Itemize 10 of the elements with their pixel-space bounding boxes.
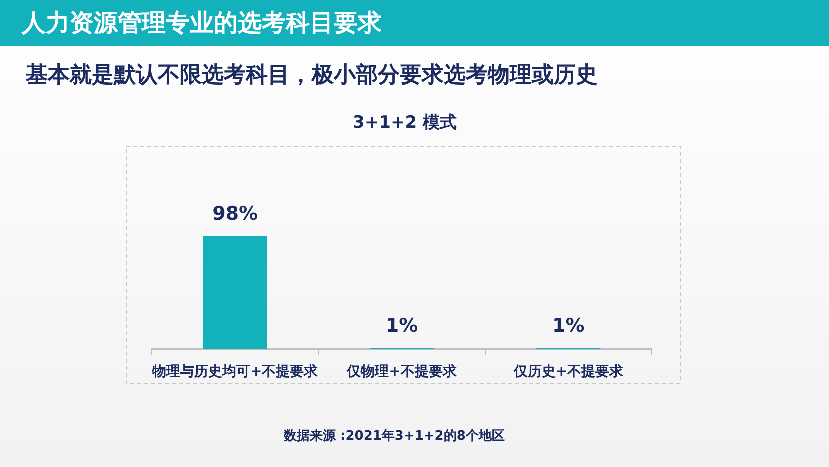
x-tick-label: 仅物理+不提要求 [346,364,458,380]
x-tick-label: 仅历史+不提要求 [512,364,625,380]
text: 3+1+2 模式 [353,113,457,133]
chart-title: 人力资源管理专业的选考科目要求 [22,8,382,38]
data-label: 1% [386,314,418,337]
data-label: 98% [212,202,258,225]
source-note: 数据来源 :2021年3+1+2的8个地区 [284,429,505,444]
chart-subtitle: 基本就是默认不限选考科目，极小部分要求选考物理或历史 [26,62,598,90]
data-label: 1% [552,314,585,337]
x-tick-label: 物理与历史均可+不提要求 [151,364,320,380]
